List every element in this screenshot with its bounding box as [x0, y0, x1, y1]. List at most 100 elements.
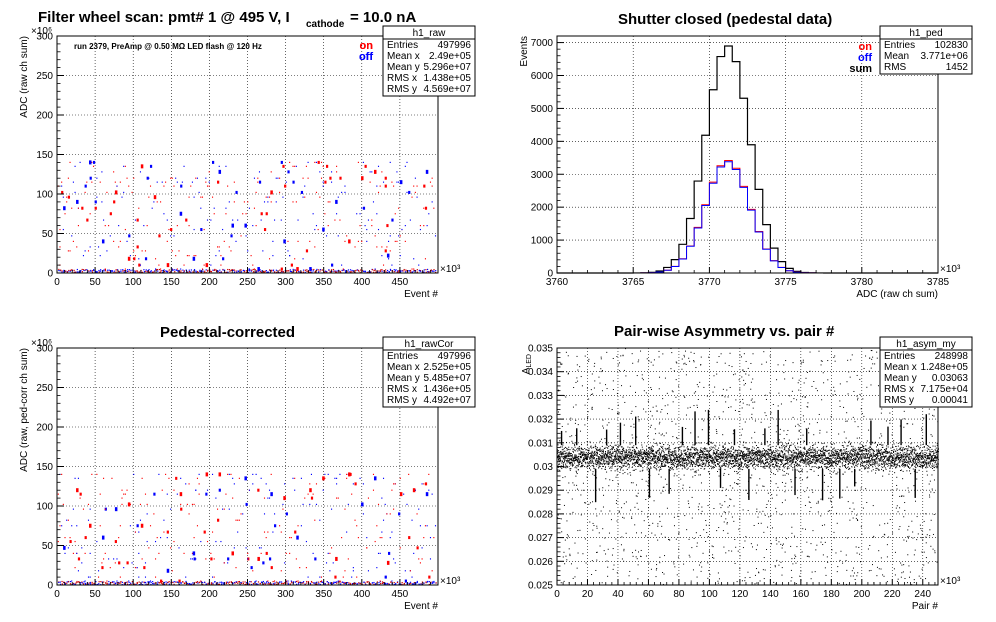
- scatter-point: [294, 581, 297, 583]
- scatter-point: [262, 271, 264, 273]
- scatter-point: [227, 582, 229, 584]
- scatter-point: [113, 270, 115, 272]
- scatter-point: [99, 255, 101, 257]
- scatter-point: [379, 537, 381, 539]
- scatter-point: [203, 228, 205, 231]
- asym-point: [781, 460, 783, 462]
- scatter-point: [294, 269, 297, 271]
- scatter-point: [270, 190, 273, 195]
- scatter-point: [304, 185, 306, 187]
- scatter-point: [389, 537, 391, 539]
- scatter-point: [272, 269, 275, 271]
- asym-point: [744, 454, 746, 456]
- asym-point: [623, 458, 625, 460]
- asym-point: [611, 448, 613, 450]
- scatter-point: [311, 268, 313, 271]
- asym-point: [765, 463, 767, 465]
- scatter-point: [173, 540, 175, 543]
- asym-point: [757, 450, 759, 452]
- scatter-point: [282, 196, 284, 198]
- scatter-point: [424, 525, 426, 527]
- asym-point: [735, 454, 737, 456]
- asym-point: [581, 455, 583, 457]
- asym-point: [758, 450, 760, 452]
- scatter-point: [393, 483, 395, 485]
- asym-point: [662, 456, 664, 458]
- asym-point: [786, 443, 788, 445]
- asym-point: [674, 462, 676, 464]
- scatter-point: [329, 570, 331, 572]
- scatter-point: [435, 582, 437, 584]
- asym-point: [644, 450, 646, 452]
- asym-point: [657, 449, 659, 451]
- asym-point: [798, 464, 800, 466]
- asym-point: [723, 460, 725, 462]
- asym-point: [594, 446, 596, 448]
- scatter-point: [151, 207, 153, 209]
- scatter-point: [294, 477, 296, 479]
- scatter-point: [168, 228, 170, 231]
- scatter-point: [144, 250, 147, 252]
- asym-point: [690, 449, 692, 451]
- asym-point: [717, 455, 719, 457]
- scatter-point: [120, 582, 122, 584]
- asym-point: [786, 450, 788, 452]
- scatter-point: [317, 271, 320, 273]
- asym-point: [672, 467, 674, 469]
- scatter-point: [177, 581, 179, 583]
- asym-point: [621, 446, 623, 448]
- asym-point: [572, 449, 574, 451]
- scatter-point: [77, 207, 79, 209]
- scatter-point: [83, 269, 85, 272]
- asym-point: [610, 455, 612, 457]
- scatter-point: [213, 576, 215, 578]
- asym-point: [566, 462, 568, 464]
- scatter-point: [252, 570, 254, 572]
- scatter-point: [331, 583, 333, 585]
- asym-point: [659, 442, 661, 444]
- scatter-point: [75, 582, 77, 584]
- histogram-sum: [557, 45, 938, 274]
- asym-point: [739, 452, 741, 454]
- scatter-point: [61, 525, 63, 527]
- asym-point: [804, 460, 806, 462]
- scatter-point: [200, 196, 202, 198]
- asym-point: [754, 457, 756, 459]
- scatter-point: [302, 177, 304, 179]
- asym-point: [590, 445, 592, 447]
- scatter-point: [206, 270, 209, 272]
- scatter-point: [311, 581, 313, 584]
- asym-point: [593, 458, 595, 460]
- scatter-point: [158, 473, 160, 475]
- scatter-point: [173, 185, 175, 187]
- asym-point: [570, 455, 572, 457]
- asym-point: [692, 468, 694, 470]
- asym-point: [632, 463, 634, 465]
- asym-point: [746, 449, 748, 451]
- asym-point: [609, 452, 611, 454]
- asym-point: [714, 465, 716, 467]
- asym-point: [647, 454, 649, 456]
- asym-point: [753, 467, 755, 469]
- scatter-point: [262, 250, 264, 252]
- asym-point: [746, 461, 748, 463]
- scatter-point: [149, 271, 151, 273]
- scatter-point: [128, 270, 130, 272]
- asym-point: [633, 448, 635, 450]
- asym-point: [561, 468, 563, 470]
- asym-point: [650, 455, 652, 457]
- asym-point: [664, 447, 666, 449]
- scatter-point: [238, 519, 240, 521]
- scatter-point: [368, 581, 370, 583]
- stats-name: h1_raw: [413, 28, 447, 39]
- asym-point: [647, 435, 649, 437]
- asym-point: [686, 454, 688, 456]
- scatter-point: [289, 552, 291, 554]
- asym-point: [690, 451, 692, 453]
- scatter-point: [188, 269, 190, 271]
- scatter-point: [70, 269, 72, 271]
- asym-point: [571, 465, 573, 467]
- asym-point: [606, 454, 608, 456]
- scatter-point: [341, 269, 343, 271]
- asym-point: [775, 456, 777, 458]
